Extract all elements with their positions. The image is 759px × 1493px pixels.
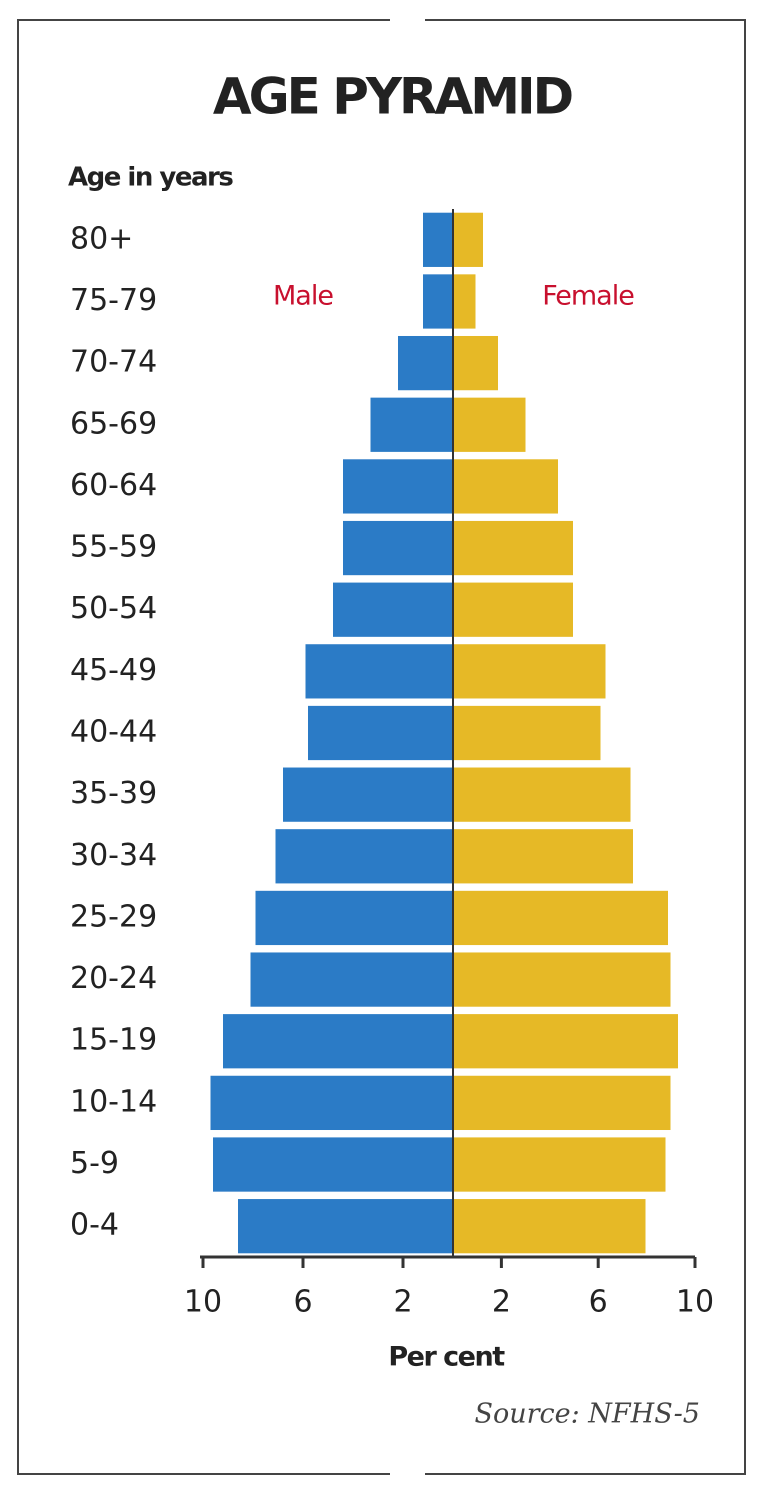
bar bbox=[238, 1199, 453, 1254]
bar bbox=[453, 1199, 646, 1254]
bar bbox=[213, 1137, 453, 1192]
bar bbox=[283, 767, 453, 822]
y-tick-label: 40-44 bbox=[70, 715, 157, 750]
x-tick-label: 2 bbox=[492, 1285, 511, 1320]
bar bbox=[453, 644, 606, 699]
bar bbox=[453, 335, 498, 391]
y-tick-label: 30-34 bbox=[70, 838, 157, 873]
legend-label: Female bbox=[542, 281, 634, 312]
bar bbox=[453, 274, 476, 329]
bar bbox=[398, 335, 453, 391]
x-tick-label: 10 bbox=[184, 1285, 222, 1320]
x-tick-label: 6 bbox=[293, 1285, 312, 1320]
bar bbox=[333, 582, 453, 637]
x-axis-title: Per cent bbox=[388, 1342, 505, 1373]
bar bbox=[250, 952, 453, 1007]
bar bbox=[305, 644, 453, 699]
bar bbox=[453, 1075, 671, 1131]
bar bbox=[453, 705, 601, 761]
bar bbox=[255, 890, 453, 946]
y-tick-label: 25-29 bbox=[70, 899, 157, 934]
y-tick-label: 10-14 bbox=[70, 1084, 157, 1119]
bar bbox=[453, 1137, 666, 1192]
y-tick-label: 0-4 bbox=[70, 1208, 119, 1243]
y-tick-label: 15-19 bbox=[70, 1023, 157, 1058]
bar bbox=[453, 520, 573, 576]
y-axis-title: Age in years bbox=[68, 163, 233, 193]
bar bbox=[453, 767, 631, 822]
bar bbox=[453, 1014, 678, 1069]
bar bbox=[210, 1075, 453, 1131]
source: Source: NFHS-5 bbox=[474, 1399, 700, 1430]
x-tick-label: 10 bbox=[676, 1285, 714, 1320]
bar bbox=[308, 705, 453, 761]
y-tick-label: 60-64 bbox=[70, 468, 157, 503]
bar bbox=[223, 1014, 453, 1069]
bar bbox=[343, 520, 453, 576]
y-tick-label: 80+ bbox=[70, 221, 133, 256]
bar bbox=[453, 829, 633, 884]
frame bbox=[17, 19, 746, 1475]
y-tick-label: 5-9 bbox=[70, 1146, 119, 1181]
y-tick-label: 45-49 bbox=[70, 653, 157, 688]
x-tick-label: 6 bbox=[589, 1285, 608, 1320]
bar bbox=[423, 274, 453, 329]
y-tick-label: 55-59 bbox=[70, 530, 157, 565]
bar bbox=[453, 212, 483, 267]
bar bbox=[453, 459, 558, 514]
legend-label: Male bbox=[273, 281, 333, 312]
bar bbox=[453, 397, 526, 452]
y-tick-label: 50-54 bbox=[70, 591, 157, 626]
bar bbox=[453, 890, 668, 946]
y-tick-label: 70-74 bbox=[70, 345, 157, 380]
bar bbox=[453, 582, 573, 637]
chart-title: AGE PYRAMID bbox=[213, 68, 572, 126]
bar bbox=[343, 459, 453, 514]
x-tick-label: 2 bbox=[393, 1285, 412, 1320]
bar bbox=[453, 952, 671, 1007]
y-tick-label: 65-69 bbox=[70, 406, 157, 441]
bar bbox=[370, 397, 453, 452]
bar bbox=[275, 829, 453, 884]
bar bbox=[423, 212, 453, 267]
y-tick-label: 75-79 bbox=[70, 283, 157, 318]
y-tick-label: 35-39 bbox=[70, 776, 157, 811]
y-tick-label: 20-24 bbox=[70, 961, 157, 996]
